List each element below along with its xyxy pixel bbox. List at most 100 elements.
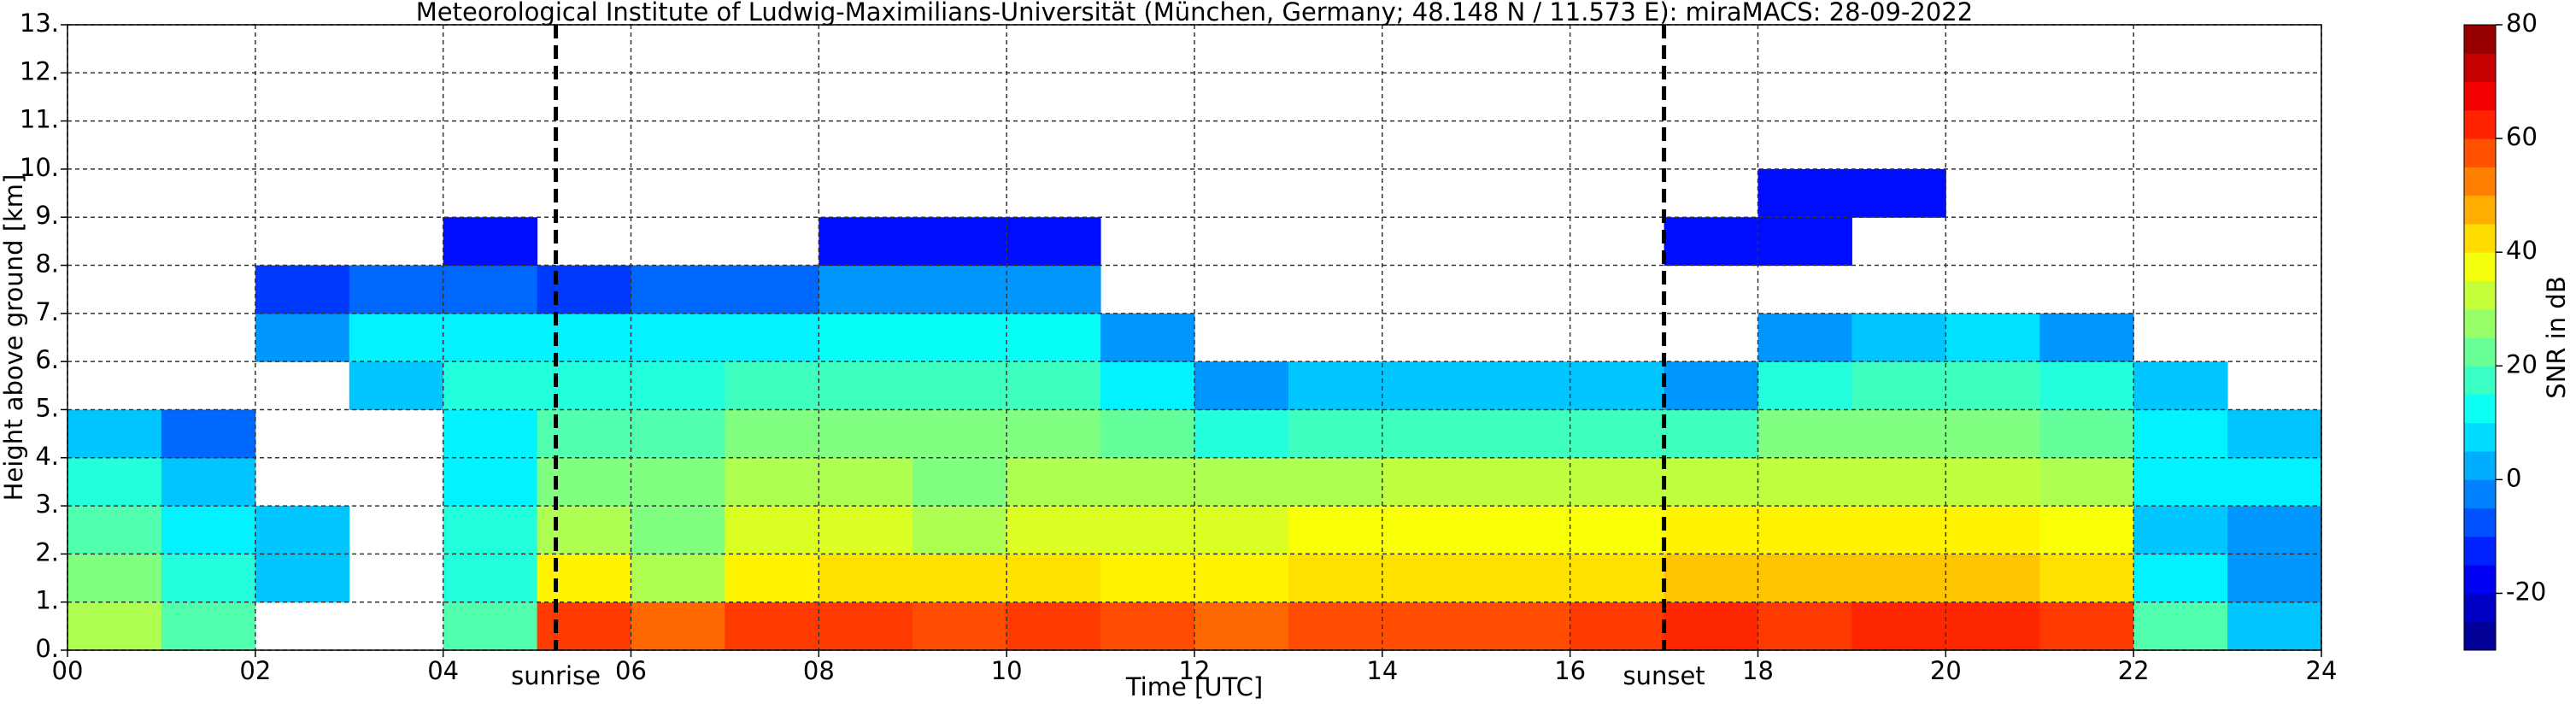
heatmap-cell	[161, 506, 256, 554]
heatmap-cell	[349, 265, 444, 314]
x-tick-label: 00	[52, 656, 84, 685]
heatmap-cell	[537, 409, 631, 459]
heatmap-cell	[1757, 506, 1852, 554]
colorbar-band	[2464, 394, 2496, 424]
x-tick-label: 20	[1930, 656, 1962, 685]
heatmap-cell	[67, 457, 162, 507]
heatmap-cell	[161, 409, 256, 459]
heatmap-cell	[443, 265, 538, 314]
heatmap-cell	[819, 554, 913, 603]
heatmap-cell	[2227, 554, 2322, 603]
heatmap-cell	[912, 409, 1007, 459]
heatmap-cell	[1476, 409, 1571, 459]
x-tick-label: 24	[2306, 656, 2338, 685]
heatmap-cell	[1476, 554, 1571, 603]
heatmap-cell	[537, 554, 631, 603]
heatmap-cell	[1288, 457, 1383, 507]
heatmap-cell	[819, 409, 913, 459]
x-tick-label: 02	[239, 656, 271, 685]
heatmap-cell	[443, 457, 538, 507]
colorbar-band	[2464, 81, 2496, 111]
colorbar-band	[2464, 195, 2496, 225]
heatmap-cell	[255, 506, 350, 554]
heatmap-cell	[2039, 313, 2134, 362]
heatmap-cell	[725, 457, 819, 507]
heatmap-cell	[1570, 601, 1665, 651]
heatmap-cell	[631, 265, 725, 314]
heatmap-cell	[1851, 457, 1946, 507]
y-tick-label: 7.	[35, 297, 59, 326]
heatmap-cell	[1006, 217, 1101, 267]
y-tick-label: 2.	[35, 537, 59, 566]
heatmap-cell	[1100, 457, 1195, 507]
colorbar-band	[2464, 308, 2496, 338]
heatmap-cell	[161, 601, 256, 651]
heatmap-cell	[912, 361, 1007, 410]
colorbar-band	[2464, 53, 2496, 83]
heatmap-cell	[1288, 506, 1383, 554]
colorbar-tick-label: 0	[2506, 463, 2521, 492]
colorbar-band	[2464, 422, 2496, 452]
heatmap-cell	[1757, 554, 1852, 603]
heatmap-cell	[1664, 601, 1758, 651]
heatmap-cell	[2039, 601, 2134, 651]
heatmap-cell	[819, 457, 913, 507]
heatmap-cell	[1945, 601, 2040, 651]
y-tick-label: 13.	[20, 9, 59, 38]
heatmap-cell	[819, 361, 913, 410]
heatmap-cell	[255, 554, 350, 603]
heatmap-cell	[1757, 217, 1852, 267]
annotation-label: sunset	[1622, 661, 1705, 690]
heatmap-cell	[1100, 554, 1195, 603]
colorbar-band	[2464, 565, 2496, 594]
heatmap-cell	[1288, 554, 1383, 603]
heatmap-cell	[537, 601, 631, 651]
chart-title: Meteorological Institute of Ludwig-Maxim…	[416, 0, 1973, 26]
heatmap-cell	[1006, 506, 1101, 554]
heatmap-cell	[631, 313, 725, 362]
colorbar-band	[2464, 366, 2496, 396]
heatmap-cell	[1006, 601, 1101, 651]
heatmap-cell	[1006, 409, 1101, 459]
heatmap-cell	[631, 361, 725, 410]
colorbar-tick-label: -20	[2506, 577, 2546, 606]
heatmap-cell	[255, 313, 350, 362]
x-tick-label: 08	[803, 656, 835, 685]
y-tick-label: 3.	[35, 490, 59, 519]
heatmap-cell	[349, 361, 444, 410]
heatmap-cell	[2039, 361, 2134, 410]
heatmap-cell	[912, 554, 1007, 603]
heatmap-cell	[1006, 361, 1101, 410]
heatmap-cell	[1006, 554, 1101, 603]
y-tick-label: 5.	[35, 393, 59, 422]
heatmap-cell	[67, 601, 162, 651]
heatmap-cell	[1100, 313, 1195, 362]
heatmap-cell	[537, 506, 631, 554]
heatmap-cell	[725, 409, 819, 459]
colorbar-band	[2464, 536, 2496, 566]
colorbar-tick-label: 60	[2506, 122, 2538, 151]
heatmap-cell	[2133, 554, 2228, 603]
colorbar-frame	[2463, 24, 2497, 651]
heatmap-cell	[725, 265, 819, 314]
heatmap-cell	[631, 506, 725, 554]
heatmap-cell	[2227, 506, 2322, 554]
heatmap-cell	[349, 313, 444, 362]
heatmap-cell	[631, 554, 725, 603]
heatmap-cell	[255, 265, 350, 314]
colorbar-tick-label: 40	[2506, 236, 2538, 265]
heatmap-cell	[2039, 457, 2134, 507]
heatmap-cell	[443, 506, 538, 554]
colorbar-band	[2464, 507, 2496, 537]
heatmap-cell	[1664, 361, 1758, 410]
heatmap-cell	[1006, 313, 1101, 362]
heatmap-cell	[161, 457, 256, 507]
heatmap-cell	[67, 554, 162, 603]
heatmap-cell	[819, 506, 913, 554]
heatmap-cell	[2133, 457, 2228, 507]
heatmap-cell	[537, 361, 631, 410]
heatmap-cell	[1945, 313, 2040, 362]
heatmap-cell	[443, 409, 538, 459]
heatmap-cell	[631, 601, 725, 651]
